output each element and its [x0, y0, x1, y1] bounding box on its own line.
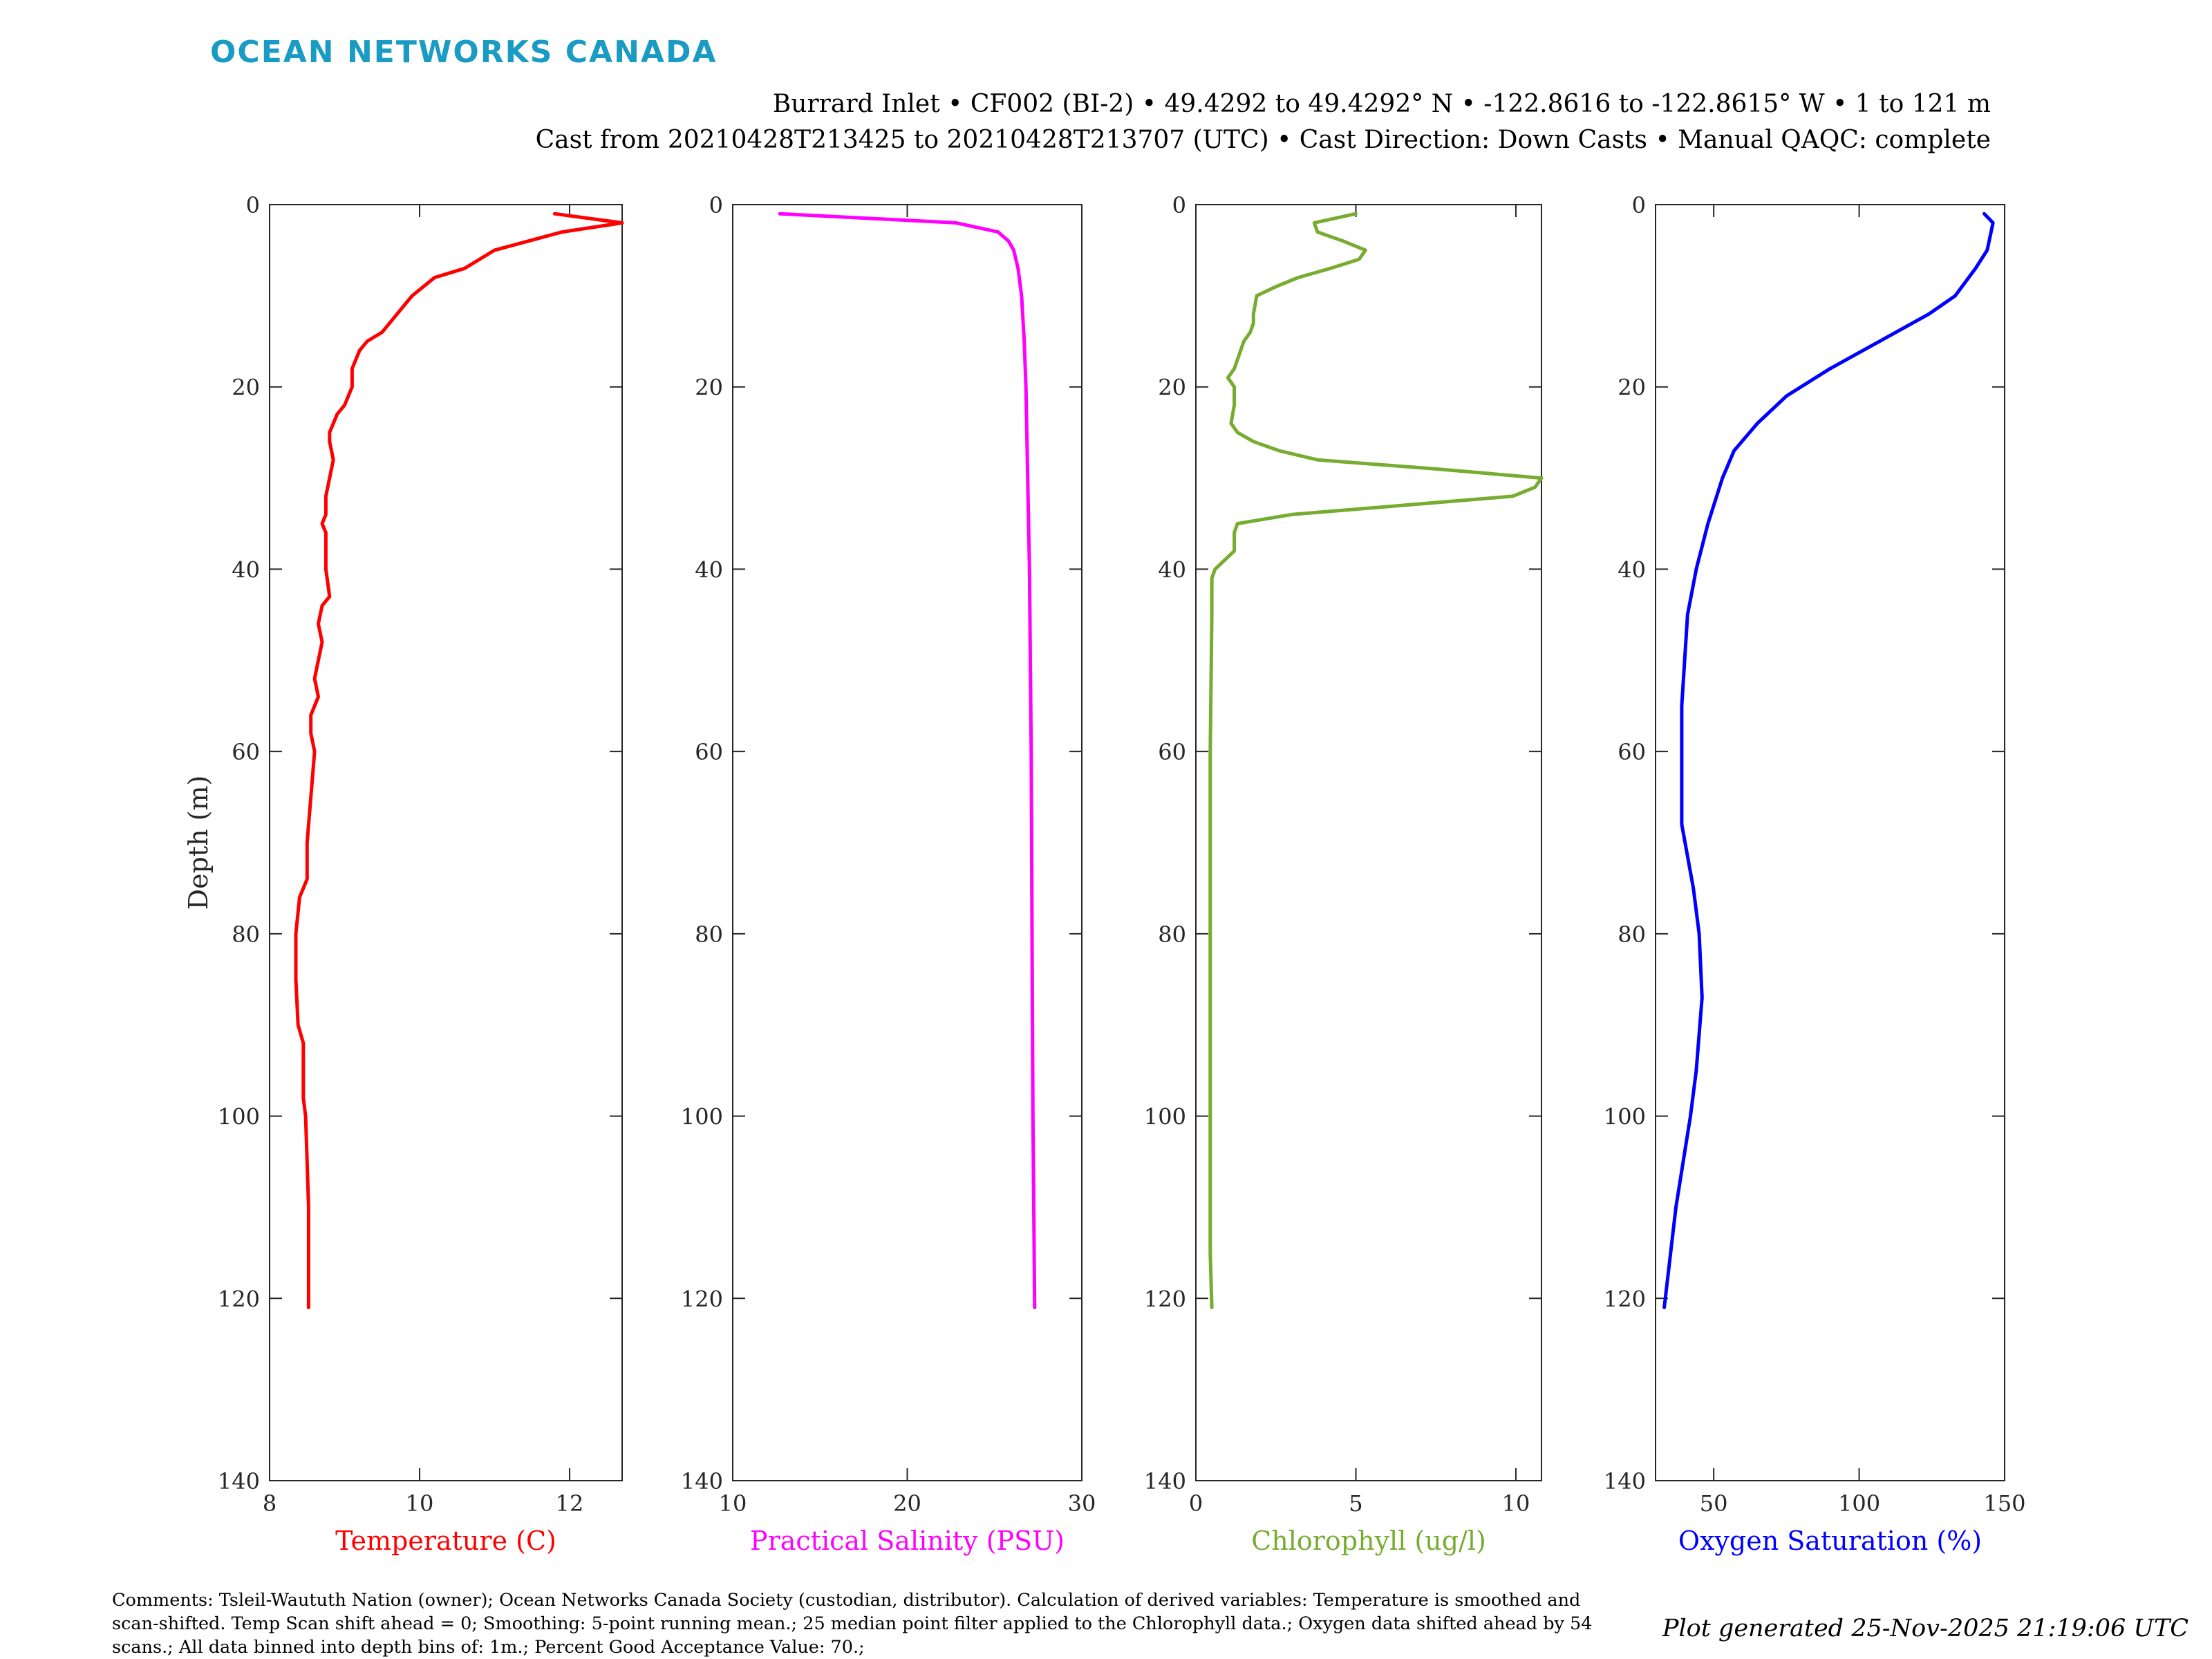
temperature-ytick-label: 120	[218, 1286, 260, 1312]
oxygen-ytick-label: 20	[1618, 375, 1646, 401]
temperature-axes-box	[269, 204, 623, 1481]
plot-title-cast: Cast from 20210428T213425 to 20210428T21…	[535, 126, 1991, 154]
comments-footnote: Comments: Tsleil-Waututh Nation (owner);…	[112, 1590, 1593, 1658]
salinity-ytick-label: 140	[681, 1468, 723, 1494]
oxygen-xtick-label: 100	[1838, 1490, 1880, 1517]
chlorophyll-ytick-label: 120	[1144, 1286, 1186, 1312]
salinity-ytick-label: 0	[709, 192, 723, 218]
salinity-xtick-label: 20	[893, 1490, 921, 1517]
oxygen-xlabel: Oxygen Saturation (%)	[1678, 1526, 1982, 1556]
salinity-axes-box	[732, 204, 1082, 1481]
temperature-xtick-label: 8	[263, 1490, 276, 1517]
salinity-ytick-label: 20	[695, 375, 723, 401]
salinity-ytick-label: 60	[695, 739, 723, 765]
oxygen-ytick-label: 40	[1618, 556, 1646, 583]
generated-timestamp: Plot generated 25-Nov-2025 21:19:06 UTC	[1662, 1615, 2188, 1642]
oxygen-profile-line	[1662, 212, 1995, 1309]
chlorophyll-profile-line	[1208, 212, 1544, 1309]
chlorophyll-ytick-label: 140	[1144, 1468, 1186, 1494]
temperature-ytick-label: 80	[232, 921, 260, 948]
temperature-ytick-label: 20	[232, 375, 260, 401]
depth-axis-label: Depth (m)	[183, 776, 214, 910]
salinity-xtick-label: 10	[719, 1490, 747, 1517]
salinity-ytick-label: 40	[695, 556, 723, 583]
salinity-ytick-label: 120	[681, 1286, 723, 1312]
oxygen-xtick-label: 50	[1700, 1490, 1728, 1517]
brand-logo: OCEAN NETWORKS CANADA	[210, 35, 718, 70]
plot-title-location: Burrard Inlet • CF002 (BI-2) • 49.4292 t…	[772, 90, 1991, 118]
temperature-profile-line	[294, 212, 624, 1309]
salinity-ytick-label: 100	[681, 1104, 723, 1130]
temperature-ytick-label: 0	[246, 192, 260, 218]
chlorophyll-xtick-label: 5	[1349, 1490, 1362, 1517]
salinity-xtick-label: 30	[1068, 1490, 1096, 1517]
temperature-ytick-label: 60	[232, 739, 260, 765]
chlorophyll-ytick-label: 80	[1158, 921, 1186, 948]
oxygen-ytick-label: 0	[1632, 192, 1646, 218]
temperature-ytick-label: 140	[218, 1468, 260, 1494]
oxygen-xtick-label: 150	[1983, 1490, 2025, 1517]
chlorophyll-xlabel: Chlorophyll (ug/l)	[1251, 1526, 1486, 1556]
chlorophyll-ytick-label: 20	[1158, 375, 1186, 401]
chlorophyll-xtick-label: 10	[1502, 1490, 1530, 1517]
oxygen-ytick-label: 120	[1604, 1286, 1646, 1312]
chlorophyll-ytick-label: 60	[1158, 739, 1186, 765]
chlorophyll-axes-box	[1195, 204, 1542, 1481]
temperature-ytick-label: 40	[232, 556, 260, 583]
temperature-xlabel: Temperature (C)	[335, 1526, 556, 1556]
temperature-xtick-label: 10	[406, 1490, 434, 1517]
temperature-xtick-label: 12	[556, 1490, 584, 1517]
salinity-ytick-label: 80	[695, 921, 723, 948]
oxygen-axes-box	[1655, 204, 2005, 1481]
chlorophyll-ytick-label: 0	[1172, 192, 1186, 218]
oxygen-ytick-label: 100	[1604, 1104, 1646, 1130]
oxygen-ytick-label: 60	[1618, 739, 1646, 765]
temperature-ytick-label: 100	[218, 1104, 260, 1130]
chlorophyll-ytick-label: 40	[1158, 556, 1186, 583]
salinity-profile-line	[778, 212, 1037, 1309]
chlorophyll-ytick-label: 100	[1144, 1104, 1186, 1130]
salinity-xlabel: Practical Salinity (PSU)	[750, 1526, 1065, 1556]
chlorophyll-xtick-label: 0	[1189, 1490, 1203, 1517]
oxygen-ytick-label: 140	[1604, 1468, 1646, 1494]
oxygen-ytick-label: 80	[1618, 921, 1646, 948]
